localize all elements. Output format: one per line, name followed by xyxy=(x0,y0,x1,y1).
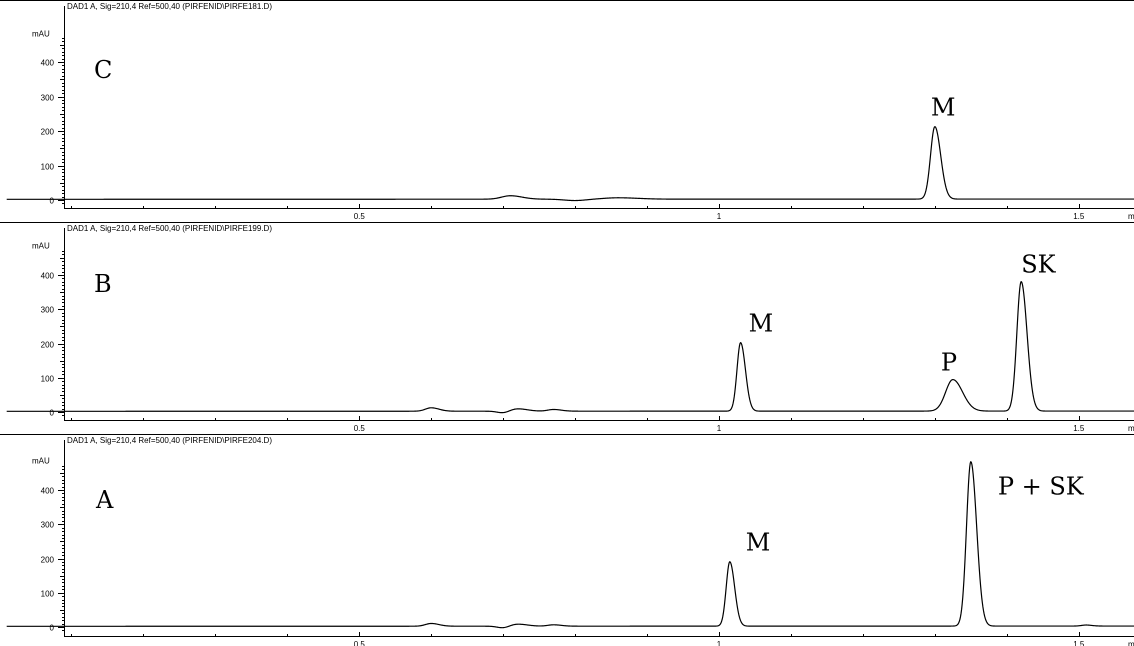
x-tick-label: 1.5 xyxy=(1073,424,1085,433)
x-axis-unit: m xyxy=(1128,424,1134,433)
peak-label: M xyxy=(749,310,774,338)
peak-label: M xyxy=(746,529,771,557)
y-tick-label: 200 xyxy=(41,341,55,350)
chart-panel-a: DAD1 A, Sig=210,4 Ref=500,40 (PIRFENID\P… xyxy=(0,434,1134,646)
y-tick-label: 300 xyxy=(41,521,55,530)
chart-panel-b: DAD1 A, Sig=210,4 Ref=500,40 (PIRFENID\P… xyxy=(0,222,1134,433)
peak-label: SK xyxy=(1021,251,1056,279)
peak-label: P xyxy=(941,348,957,376)
x-axis-unit: m xyxy=(1128,640,1134,646)
y-tick-label: 100 xyxy=(41,590,55,599)
panel-letter: C xyxy=(94,56,112,84)
y-tick-label: 0 xyxy=(50,624,55,633)
y-tick-label: 400 xyxy=(41,59,55,68)
x-axis-unit: m xyxy=(1128,212,1134,221)
x-tick-label: 1.5 xyxy=(1073,212,1085,221)
chromatogram-trace xyxy=(6,281,1134,414)
y-axis-unit: mAU xyxy=(32,457,50,466)
x-tick-label: 0.5 xyxy=(354,424,366,433)
x-tick-label: 1.5 xyxy=(1073,640,1085,646)
x-tick-label: 0.5 xyxy=(354,640,366,646)
y-tick-label: 100 xyxy=(41,375,55,384)
peak-label: P + SK xyxy=(998,473,1085,501)
y-axis-unit: mAU xyxy=(32,30,50,39)
y-tick-label: 0 xyxy=(50,409,55,418)
y-tick-label: 300 xyxy=(41,306,55,315)
y-tick-label: 200 xyxy=(41,128,55,137)
panel-title: DAD1 A, Sig=210,4 Ref=500,40 (PIRFENID\P… xyxy=(67,436,272,445)
y-tick-label: 100 xyxy=(41,163,55,172)
panel-title: DAD1 A, Sig=210,4 Ref=500,40 (PIRFENID\P… xyxy=(67,2,272,11)
x-tick-label: 1 xyxy=(717,212,722,221)
y-tick-label: 400 xyxy=(41,487,55,496)
y-axis-unit: mAU xyxy=(32,242,50,251)
y-tick-label: 0 xyxy=(50,197,55,206)
y-tick-label: 300 xyxy=(41,94,55,103)
x-tick-label: 0.5 xyxy=(354,212,366,221)
chromatogram-trace xyxy=(6,126,1134,202)
y-tick-label: 400 xyxy=(41,272,55,281)
panel-letter: B xyxy=(94,270,112,298)
y-tick-label: 200 xyxy=(41,556,55,565)
x-tick-label: 1 xyxy=(717,640,722,646)
panel-title: DAD1 A, Sig=210,4 Ref=500,40 (PIRFENID\P… xyxy=(67,224,272,233)
x-tick-label: 1 xyxy=(717,424,722,433)
panel-letter: A xyxy=(95,486,114,514)
chart-panel-c: DAD1 A, Sig=210,4 Ref=500,40 (PIRFENID\P… xyxy=(0,0,1134,221)
peak-label: M xyxy=(931,94,956,122)
chromatogram-trace xyxy=(6,461,1134,629)
